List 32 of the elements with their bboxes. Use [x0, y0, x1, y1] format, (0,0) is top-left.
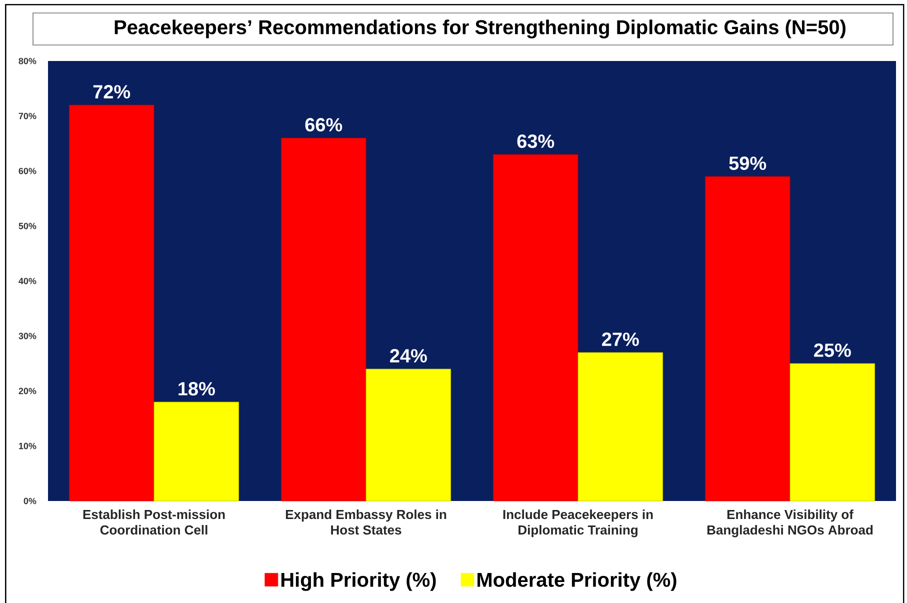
legend-label: High Priority (%)	[281, 572, 436, 591]
y-tick-label: 70%	[18, 112, 36, 120]
legend-label: Moderate Priority (%)	[478, 572, 676, 591]
bar	[705, 176, 790, 502]
bar	[578, 352, 664, 502]
chart-title: Peacekeepers’ Recommendations for Strengthening Diplomatic Gains (N=50)	[114, 20, 846, 38]
y-tick-label: 20%	[18, 388, 36, 394]
y-tick-label: 80%	[18, 58, 36, 64]
bar	[154, 402, 240, 502]
data-label: 66%	[305, 118, 342, 132]
data-label: 72%	[93, 85, 130, 98]
y-tick-label: 50%	[18, 222, 36, 230]
data-label: 24%	[390, 349, 427, 362]
x-tick-label: Enhance Visibility of Bangladeshi NGOs Abroad	[707, 510, 873, 538]
bar	[790, 363, 876, 502]
x-tick-label: Expand Embassy Roles in Host States	[286, 510, 446, 535]
y-tick-label: 60%	[18, 168, 36, 174]
x-tick-label: Include Peacekeepers in Diplomatic Training	[503, 510, 653, 538]
y-tick-label: 30%	[18, 332, 36, 340]
data-label: 18%	[178, 382, 215, 396]
data-label: 25%	[814, 344, 851, 357]
y-tick-label: 40%	[18, 278, 36, 284]
data-label: 63%	[517, 134, 554, 148]
y-tick-label: 0%	[24, 498, 36, 504]
bar	[69, 104, 154, 502]
bar	[493, 154, 578, 502]
data-label: 27%	[602, 332, 639, 346]
y-tick-label: 10%	[19, 442, 36, 450]
x-tick-label: Establish Post-mission Coordination Cell	[83, 510, 225, 535]
bar	[281, 138, 366, 502]
bar	[366, 368, 452, 502]
data-label: 59%	[729, 156, 766, 170]
